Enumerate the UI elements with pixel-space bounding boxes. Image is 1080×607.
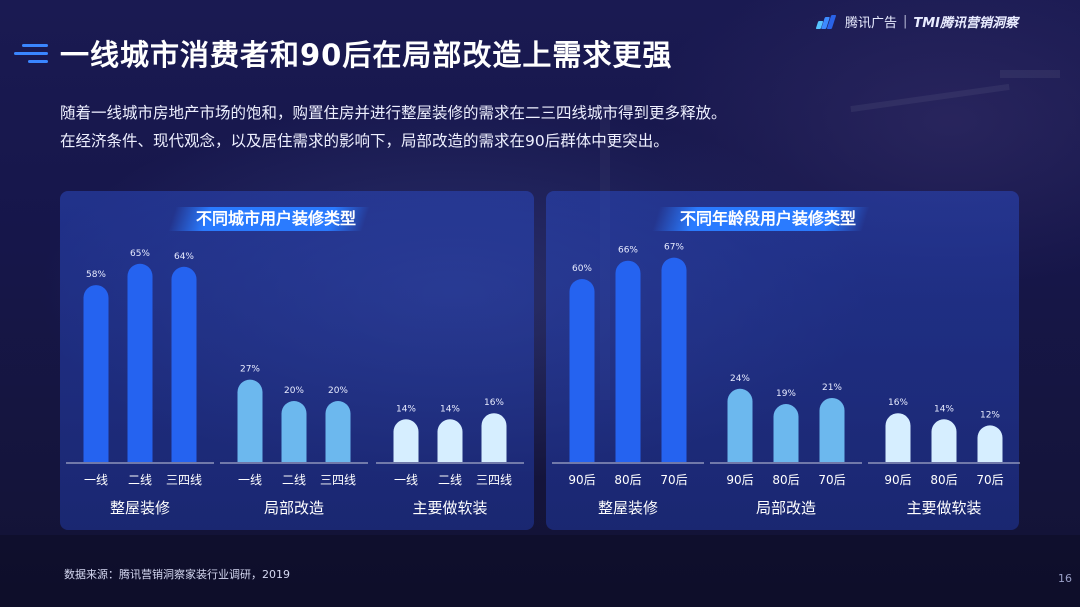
bar-value-label: 14% bbox=[440, 404, 460, 414]
data-source: 数据来源：腾讯营销洞察家装行业调研，2019 bbox=[64, 568, 290, 581]
category-tick-label: 90后 bbox=[726, 473, 753, 487]
bar-value-label: 66% bbox=[618, 246, 638, 256]
bar bbox=[819, 397, 845, 462]
category-tick-label: 三四线 bbox=[166, 473, 202, 487]
background-decoration bbox=[1000, 70, 1060, 78]
bar bbox=[661, 257, 687, 462]
bar bbox=[615, 260, 641, 462]
category-tick-label: 一线 bbox=[238, 473, 262, 487]
brand-name-tmi: TMI腾讯营销洞察 bbox=[913, 16, 1018, 31]
title-lines-icon bbox=[14, 44, 56, 64]
bar-value-label: 67% bbox=[664, 243, 684, 253]
bar-value-label: 16% bbox=[484, 398, 504, 408]
bar-value-label: 24% bbox=[730, 374, 750, 384]
bar bbox=[437, 419, 463, 462]
page-number: 16 bbox=[1058, 572, 1072, 585]
bar bbox=[237, 379, 263, 462]
category-tick-label: 80后 bbox=[772, 473, 799, 487]
category-tick-label: 70后 bbox=[976, 473, 1003, 487]
bar bbox=[977, 425, 1003, 462]
bar-value-label: 12% bbox=[980, 410, 1000, 420]
category-tick-label: 80后 bbox=[930, 473, 957, 487]
category-tick-label: 一线 bbox=[394, 473, 418, 487]
bar bbox=[325, 400, 351, 462]
group-label: 主要做软装 bbox=[906, 499, 981, 517]
group-label: 整屋装修 bbox=[598, 499, 658, 517]
category-tick-label: 90后 bbox=[568, 473, 595, 487]
category-tick-label: 三四线 bbox=[320, 473, 356, 487]
group-label: 主要做软装 bbox=[412, 499, 487, 517]
category-tick-label: 三四线 bbox=[476, 473, 512, 487]
category-tick-label: 二线 bbox=[438, 473, 462, 487]
subtitle-line: 在经济条件、现代观念，以及居住需求的影响下，局部改造的需求在90后群体中更突出。 bbox=[60, 132, 669, 150]
subtitle-line: 随着一线城市房地产市场的饱和，购置住房并进行整屋装修的需求在二三四线城市得到更多… bbox=[60, 104, 727, 122]
background-decoration bbox=[0, 535, 1080, 607]
bar-value-label: 20% bbox=[328, 386, 348, 396]
group-label: 局部改造 bbox=[264, 499, 324, 517]
bar bbox=[931, 419, 957, 462]
bar bbox=[281, 400, 307, 462]
bar-value-label: 60% bbox=[572, 264, 592, 274]
category-tick-label: 二线 bbox=[128, 473, 152, 487]
bar-value-label: 58% bbox=[86, 270, 106, 280]
category-tick-label: 70后 bbox=[818, 473, 845, 487]
category-tick-label: 80后 bbox=[614, 473, 641, 487]
category-tick-label: 二线 bbox=[282, 473, 306, 487]
brand-name: 腾讯广告 bbox=[844, 16, 897, 31]
bar-value-label: 19% bbox=[776, 389, 796, 399]
bar bbox=[481, 413, 507, 462]
bar-value-label: 20% bbox=[284, 386, 304, 396]
bar-value-label: 16% bbox=[888, 398, 908, 408]
bar-value-label: 64% bbox=[174, 252, 194, 262]
header-logo: 腾讯广告 | TMI腾讯营销洞察 bbox=[815, 12, 1018, 31]
category-tick-label: 一线 bbox=[84, 473, 108, 487]
bar bbox=[773, 404, 799, 462]
page-title: 一线城市消费者和90后在局部改造上需求更强 bbox=[60, 38, 673, 72]
bar-value-label: 14% bbox=[934, 404, 954, 414]
bar bbox=[127, 263, 153, 462]
bar bbox=[83, 285, 109, 462]
bar-value-label: 65% bbox=[130, 249, 150, 259]
bar bbox=[727, 388, 753, 462]
bar bbox=[171, 266, 197, 462]
group-label: 整屋装修 bbox=[110, 499, 170, 517]
bar-value-label: 27% bbox=[240, 365, 260, 375]
category-tick-label: 70后 bbox=[660, 473, 687, 487]
bar bbox=[393, 419, 419, 462]
bar bbox=[569, 279, 595, 462]
bar-value-label: 21% bbox=[822, 383, 842, 393]
group-label: 局部改造 bbox=[756, 499, 816, 517]
brand-separator: | bbox=[902, 14, 908, 29]
page-subtitle: 随着一线城市房地产市场的饱和，购置住房并进行整屋装修的需求在二三四线城市得到更多… bbox=[60, 99, 727, 155]
category-tick-label: 90后 bbox=[884, 473, 911, 487]
bar-value-label: 14% bbox=[396, 404, 416, 414]
bar bbox=[885, 413, 911, 462]
